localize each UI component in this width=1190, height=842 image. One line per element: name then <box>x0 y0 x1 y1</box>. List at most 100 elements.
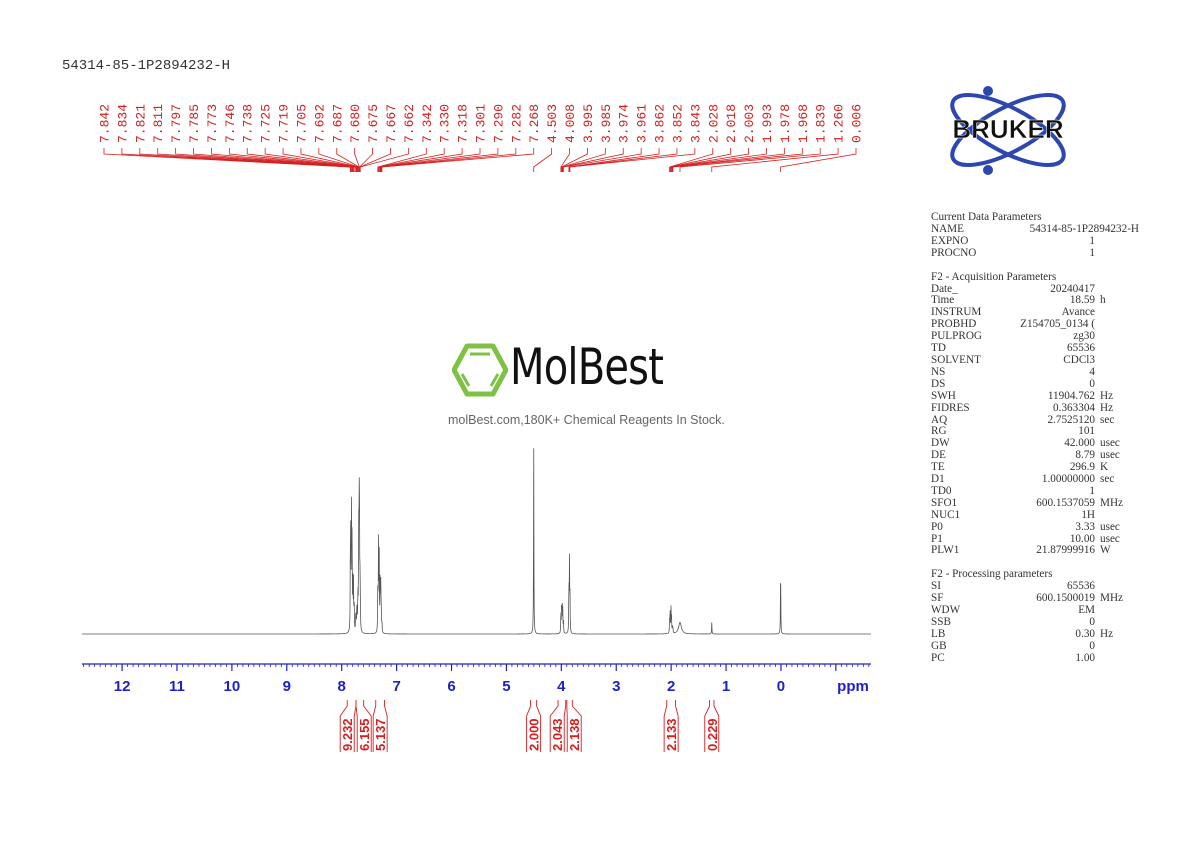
peak-label-leader <box>669 148 732 172</box>
peak-label: 7.675 <box>366 104 381 143</box>
parameter-unit: h <box>1100 294 1106 307</box>
peak-label: 0.006 <box>850 104 865 143</box>
peak-label-leader <box>672 148 803 172</box>
peak-label-leader <box>282 148 358 172</box>
x-axis-unit-label: ppm <box>837 678 869 695</box>
parameter-name: SWH <box>931 389 956 402</box>
integrals: 9.232 6.155 5.137 2.000 2.043 2.138 2.133 0.229 <box>339 700 720 752</box>
parameter-row: NAME 54314-85-1P2894232-H <box>931 223 1144 236</box>
peak-label: 7.738 <box>241 104 256 143</box>
parameter-unit <box>1095 307 1100 319</box>
integral-value: 9.232 <box>340 718 355 751</box>
parameter-name: SSB <box>931 616 951 628</box>
parameter-name: P1 <box>931 532 943 545</box>
parameter-section: Current Data Parameters NAME 54314-85-1P28… <box>931 211 1144 260</box>
integral-bracket <box>355 700 372 752</box>
parameter-value: Z154705_0134 ( <box>1020 318 1095 331</box>
parameter-name: INSTRUM <box>931 306 982 319</box>
peak-label-leader <box>228 148 357 172</box>
peak-label: 4.503 <box>545 104 560 143</box>
peak-label: 7.330 <box>438 104 453 143</box>
parameter-row: DW 42.000 usec <box>931 437 1144 450</box>
parameter-value: 65536 <box>1067 580 1095 593</box>
parameter-name: PC <box>931 651 945 664</box>
peak-label: 7.773 <box>205 104 220 143</box>
parameter-value: 1H <box>1081 508 1095 521</box>
peak-label: 1.839 <box>814 104 829 143</box>
peak-label: 1.993 <box>760 104 775 143</box>
peak-label: 7.692 <box>312 104 327 143</box>
peak-label-leader <box>157 148 353 172</box>
peak-label-leader <box>246 148 357 172</box>
parameter-name: SFO1 <box>931 496 958 509</box>
parameter-name: NS <box>931 365 946 378</box>
peak-label: 7.268 <box>527 104 542 143</box>
parameter-value: 296.9 <box>1069 461 1095 474</box>
parameter-value: 20240417 <box>1050 282 1095 295</box>
peak-label: 1.978 <box>778 104 793 143</box>
parameter-unit <box>1095 236 1100 248</box>
parameter-row: WDW EM <box>931 604 1144 617</box>
parameter-unit <box>1095 331 1100 343</box>
peak-label: 3.862 <box>653 104 668 143</box>
parameter-section: F2 - Processing parameters SI 65536 SF 600.1… <box>931 568 1144 664</box>
peak-label: 3.961 <box>635 104 650 143</box>
parameter-name: RG <box>931 425 947 438</box>
parameter-unit <box>1095 641 1100 653</box>
bruker-logo-text: BRUKER <box>952 114 1063 144</box>
peak-label-leader <box>569 148 696 172</box>
parameter-row: PLW1 21.87999916 W <box>931 545 1144 557</box>
peak-label-leader <box>193 148 354 172</box>
parameter-unit: usec <box>1100 437 1120 450</box>
parameter-row: DS 0 <box>931 378 1144 391</box>
parameter-value: Avance <box>1061 306 1095 319</box>
parameter-name: TD <box>931 342 946 355</box>
peak-label-leader <box>359 148 373 172</box>
x-tick-label: 11 <box>169 678 185 695</box>
parameter-row: P1 10.00 usec <box>931 532 1144 546</box>
peak-label-leader <box>378 148 445 172</box>
x-tick-label: 6 <box>447 678 455 695</box>
parameter-value: 11904.762 <box>1047 389 1095 402</box>
peak-label: 7.842 <box>98 104 113 143</box>
peak-label-leader <box>780 148 857 172</box>
parameter-value: 42.000 <box>1064 437 1095 450</box>
peak-label: 7.785 <box>187 104 202 143</box>
parameter-row: NS 4 <box>931 365 1144 379</box>
parameter-name: TE <box>931 461 945 474</box>
parameter-name: Time <box>931 294 955 307</box>
integral-value: 2.043 <box>550 718 565 751</box>
peak-label-leader <box>103 148 351 172</box>
peak-label: 7.687 <box>330 104 345 143</box>
parameter-unit <box>1095 248 1100 260</box>
integral-value: 6.155 <box>357 718 372 751</box>
x-tick-label: 4 <box>557 678 566 695</box>
parameter-value: 65536 <box>1067 342 1095 355</box>
parameter-row: Date_ 20240417 <box>931 282 1144 296</box>
parameter-row: GB 0 <box>931 639 1144 653</box>
parameter-value: zg30 <box>1073 330 1095 343</box>
peak-label: 7.821 <box>133 104 148 143</box>
x-tick-label: 2 <box>667 678 675 695</box>
x-tick-label: 1 <box>722 678 730 695</box>
x-tick-label: 7 <box>392 678 400 695</box>
parameter-value: 0 <box>1089 639 1095 652</box>
parameter-value: 4 <box>1089 365 1095 378</box>
peak-label-leader <box>379 148 481 172</box>
x-axis: 12 11 10 9 8 7 6 5 4 3 2 1 0 ppm <box>82 663 871 695</box>
peak-label: 7.746 <box>223 104 238 143</box>
peak-label-leader <box>560 148 570 172</box>
parameter-name: DE <box>931 449 946 462</box>
peak-label-leader <box>671 148 767 172</box>
peak-label: 7.662 <box>402 104 417 143</box>
parameter-unit <box>1095 319 1100 331</box>
parameter-value: 8.79 <box>1075 449 1095 462</box>
parameter-row: SFO1 600.1537059 MHz <box>931 496 1144 510</box>
parameter-row: TD 65536 <box>931 342 1144 355</box>
parameter-name: PROBHD <box>931 318 977 331</box>
parameter-unit <box>1095 605 1100 617</box>
peak-label-leader <box>380 148 517 172</box>
integral-bracket <box>526 700 542 752</box>
parameter-unit <box>1139 224 1144 236</box>
sample-title: 54314-85-1P2894232-H <box>62 58 231 74</box>
